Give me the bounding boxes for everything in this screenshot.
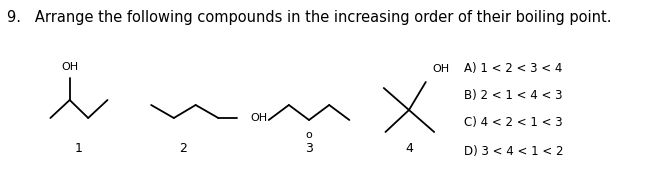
Text: 3: 3 [305,142,313,154]
Text: 1: 1 [75,142,83,154]
Text: OH: OH [61,62,78,72]
Text: 2: 2 [179,142,187,154]
Text: 4: 4 [405,142,413,154]
Text: C) 4 < 2 < 1 < 3: C) 4 < 2 < 1 < 3 [464,116,563,128]
Text: B) 2 < 1 < 4 < 3: B) 2 < 1 < 4 < 3 [464,88,563,102]
Text: D) 3 < 4 < 1 < 2: D) 3 < 4 < 1 < 2 [464,145,564,159]
Text: OH: OH [250,113,267,123]
Text: A) 1 < 2 < 3 < 4: A) 1 < 2 < 3 < 4 [464,62,563,74]
Text: 9.   Arrange the following compounds in the increasing order of their boiling po: 9. Arrange the following compounds in th… [7,10,611,25]
Text: OH: OH [432,64,450,74]
Text: o: o [306,130,312,140]
